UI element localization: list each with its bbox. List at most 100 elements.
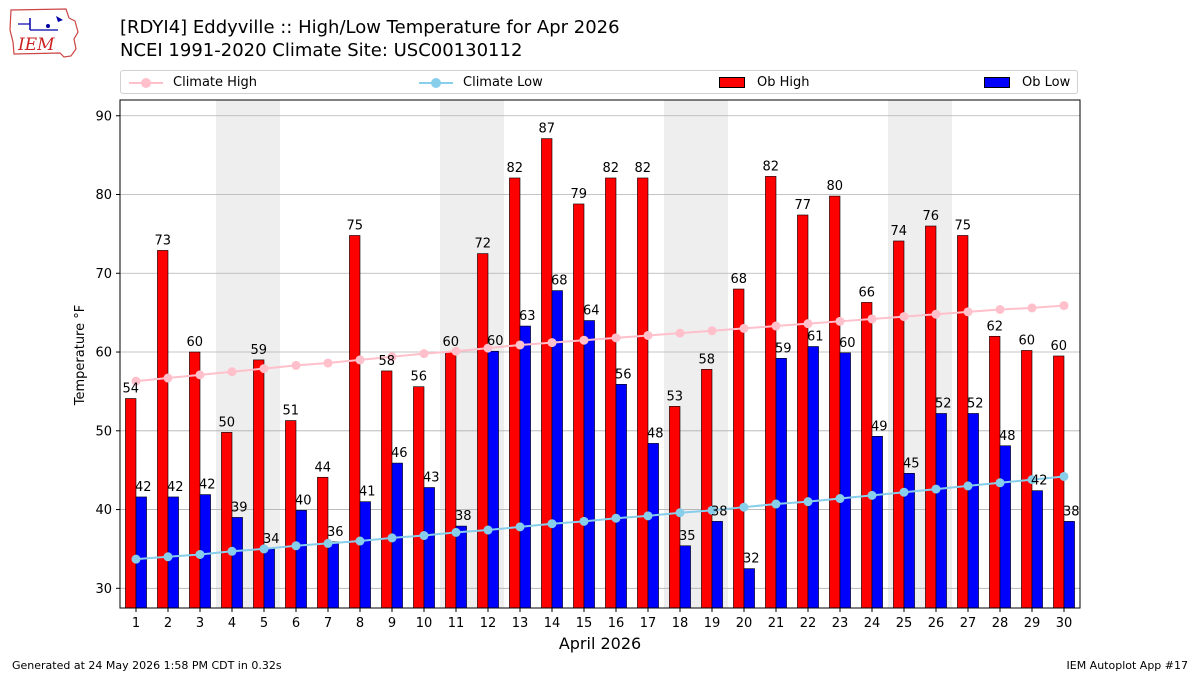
climate-high-point bbox=[931, 309, 941, 319]
ob-low-value-label: 41 bbox=[359, 485, 376, 500]
ob-low-value-label: 40 bbox=[295, 493, 312, 508]
ob-high-bar bbox=[381, 370, 393, 609]
ob-high-bar bbox=[765, 176, 777, 609]
ob-low-bar bbox=[999, 445, 1011, 609]
y-tick-label: 90 bbox=[95, 109, 112, 124]
climate-high-line bbox=[135, 304, 1065, 383]
x-tick-label: 14 bbox=[544, 616, 561, 631]
ob-low-value-label: 38 bbox=[711, 504, 728, 519]
ob-high-bar bbox=[861, 302, 873, 609]
climate-high-point bbox=[195, 370, 205, 380]
ob-low-bar bbox=[711, 521, 723, 609]
ob-low-value-label: 49 bbox=[871, 419, 888, 434]
y-tick-label: 60 bbox=[95, 346, 112, 361]
climate-high-point bbox=[771, 321, 781, 331]
ob-high-value-label: 50 bbox=[218, 415, 235, 430]
ob-low-value-label: 42 bbox=[199, 478, 216, 493]
ob-high-value-label: 73 bbox=[154, 233, 171, 248]
ob-low-bar bbox=[551, 290, 563, 609]
ob-low-value-label: 61 bbox=[807, 330, 824, 345]
ob-low-bar bbox=[519, 325, 531, 609]
climate-low-point bbox=[931, 484, 941, 494]
climate-high-point bbox=[899, 312, 909, 322]
ob-low-value-label: 63 bbox=[519, 309, 536, 324]
climate-low-point bbox=[867, 490, 877, 500]
climate-low-point bbox=[227, 546, 237, 556]
ob-high-bar bbox=[253, 359, 265, 609]
climate-low-point bbox=[771, 499, 781, 509]
ob-high-value-label: 79 bbox=[570, 187, 587, 202]
ob-low-bar bbox=[775, 358, 787, 609]
climate-low-point bbox=[163, 552, 173, 562]
ob-low-bar bbox=[423, 487, 435, 609]
ob-low-value-label: 59 bbox=[775, 341, 792, 356]
climate-low-point bbox=[963, 481, 973, 491]
x-tick-label: 28 bbox=[992, 616, 1009, 631]
chart-subtitle: NCEI 1991-2020 Climate Site: USC00130112 bbox=[120, 40, 523, 61]
climate-low-point bbox=[515, 522, 525, 532]
ob-high-value-label: 72 bbox=[474, 237, 491, 252]
ob-low-bar bbox=[583, 320, 595, 609]
x-tick-label: 29 bbox=[1024, 616, 1041, 631]
y-tick-label: 30 bbox=[95, 582, 112, 597]
climate-low-point bbox=[835, 494, 845, 504]
climate-high-point bbox=[163, 373, 173, 383]
ob-high-value-label: 60 bbox=[1050, 339, 1067, 354]
ob-high-value-label: 60 bbox=[442, 335, 459, 350]
ob-high-value-label: 80 bbox=[826, 179, 843, 194]
x-tick-label: 9 bbox=[388, 616, 396, 631]
climate-high-point bbox=[579, 335, 589, 345]
footer-app: IEM Autoplot App #17 bbox=[1066, 659, 1189, 672]
ob-low-value-label: 39 bbox=[231, 500, 248, 515]
ob-low-value-label: 60 bbox=[487, 334, 504, 349]
y-axis-label: Temperature °F bbox=[73, 305, 88, 406]
x-tick-label: 18 bbox=[672, 616, 689, 631]
x-tick-label: 27 bbox=[960, 616, 977, 631]
x-tick-label: 6 bbox=[292, 616, 300, 631]
x-axis-label: April 2026 bbox=[559, 634, 641, 653]
climate-high-point bbox=[451, 346, 461, 356]
climate-high-point bbox=[515, 340, 525, 350]
climate-high-point bbox=[227, 367, 237, 377]
climate-low-point bbox=[419, 531, 429, 541]
climate-low-point bbox=[739, 502, 749, 512]
ob-low-value-label: 45 bbox=[903, 456, 920, 471]
climate-high-point bbox=[483, 343, 493, 353]
x-tick-label: 25 bbox=[896, 616, 913, 631]
ob-high-bar bbox=[509, 177, 521, 609]
ob-high-value-label: 82 bbox=[762, 159, 779, 174]
x-tick-label: 5 bbox=[260, 616, 268, 631]
ob-low-value-label: 36 bbox=[327, 525, 344, 540]
ob-high-value-label: 82 bbox=[634, 161, 651, 176]
climate-high-point bbox=[643, 330, 653, 340]
ob-low-bar bbox=[839, 352, 851, 609]
climate-low-point bbox=[131, 554, 141, 564]
climate-high-point bbox=[131, 376, 141, 386]
ob-high-bar bbox=[893, 240, 905, 609]
ob-high-bar bbox=[285, 420, 297, 609]
climate-low-line bbox=[135, 475, 1065, 561]
footer-generated: Generated at 24 May 2026 1:58 PM CDT in … bbox=[12, 659, 282, 672]
ob-high-value-label: 62 bbox=[986, 319, 1003, 334]
ob-low-value-label: 48 bbox=[647, 426, 664, 441]
ob-high-bar bbox=[701, 369, 713, 609]
x-tick-label: 8 bbox=[356, 616, 364, 631]
ob-low-bar bbox=[487, 350, 499, 609]
ob-high-bar bbox=[125, 398, 137, 609]
ob-low-value-label: 38 bbox=[455, 509, 472, 524]
x-tick-label: 19 bbox=[704, 616, 721, 631]
ob-high-value-label: 60 bbox=[1018, 333, 1035, 348]
climate-low-point bbox=[803, 497, 813, 507]
climate-high-point bbox=[675, 328, 685, 338]
ob-low-bar bbox=[871, 436, 883, 609]
ob-high-bar bbox=[797, 214, 809, 609]
ob-low-value-label: 34 bbox=[263, 532, 280, 547]
iem-logo: IEM bbox=[9, 8, 79, 58]
ob-high-bar bbox=[605, 177, 617, 609]
climate-low-point bbox=[707, 505, 717, 515]
ob-low-value-label: 42 bbox=[167, 480, 184, 495]
ob-high-value-label: 82 bbox=[506, 161, 523, 176]
x-tick-label: 20 bbox=[736, 616, 753, 631]
climate-high-point bbox=[323, 358, 333, 368]
ob-low-value-label: 68 bbox=[551, 274, 568, 289]
